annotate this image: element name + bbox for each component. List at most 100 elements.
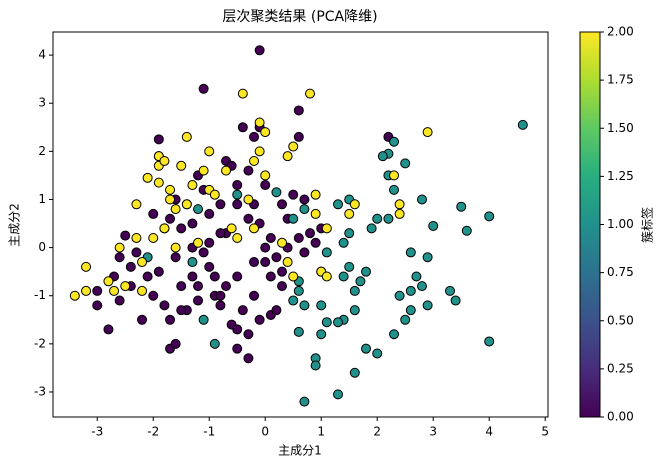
point (338, 237, 349, 248)
point (221, 281, 232, 292)
point (198, 247, 209, 258)
point (215, 290, 226, 301)
point (405, 285, 416, 296)
point (204, 261, 215, 272)
point (293, 105, 304, 116)
point (142, 271, 153, 282)
point (92, 285, 103, 296)
x-tick-label: -3 (91, 425, 103, 439)
point (277, 281, 288, 292)
point (232, 180, 243, 191)
point (215, 199, 226, 210)
point (394, 208, 405, 219)
point (484, 211, 495, 222)
colorbar (580, 32, 600, 417)
point (215, 300, 226, 311)
point (333, 389, 344, 400)
point (120, 281, 131, 292)
point (226, 223, 237, 234)
point (137, 257, 148, 268)
point (204, 208, 215, 219)
point (321, 223, 332, 234)
point (344, 261, 355, 272)
point (243, 213, 254, 224)
point (131, 247, 142, 258)
point (209, 271, 220, 282)
point (148, 208, 159, 219)
x-tick-label: 4 (485, 425, 493, 439)
point (170, 204, 181, 215)
point (372, 213, 383, 224)
point (282, 257, 293, 268)
point (461, 225, 472, 236)
point (243, 329, 254, 340)
colorbar-tick-label: 1.50 (607, 121, 634, 135)
point (394, 290, 405, 301)
point (176, 305, 187, 316)
point (299, 300, 310, 311)
point (249, 131, 260, 142)
point (254, 146, 265, 157)
point (422, 127, 433, 138)
point (193, 237, 204, 248)
point (187, 180, 198, 191)
point (165, 184, 176, 195)
point (153, 266, 164, 277)
point (394, 199, 405, 210)
point (288, 295, 299, 306)
point (260, 257, 271, 268)
point (277, 237, 288, 248)
point (176, 223, 187, 234)
point (137, 314, 148, 325)
point (389, 329, 400, 340)
point (366, 223, 377, 234)
point (232, 271, 243, 282)
point (159, 155, 170, 166)
point (260, 127, 271, 138)
y-tick-label: 0 (38, 240, 46, 254)
point (232, 232, 243, 243)
point (198, 165, 209, 176)
point (153, 177, 164, 188)
point (125, 261, 136, 272)
colorbar-tick-label: 2.00 (607, 25, 634, 39)
point (316, 300, 327, 311)
point (344, 208, 355, 219)
point (120, 230, 131, 241)
point (271, 252, 282, 263)
point (316, 329, 327, 340)
point (293, 232, 304, 243)
point (131, 199, 142, 210)
point (243, 165, 254, 176)
point (249, 257, 260, 268)
point (260, 242, 271, 253)
y-tick-label: 4 (38, 48, 46, 62)
x-tick-label: 0 (261, 425, 269, 439)
x-tick-label: 1 (317, 425, 325, 439)
point (310, 237, 321, 248)
point (333, 199, 344, 210)
point (237, 305, 248, 316)
point (405, 305, 416, 316)
point (271, 305, 282, 316)
point (260, 180, 271, 191)
point (254, 117, 265, 128)
point (165, 213, 176, 224)
point (237, 88, 248, 99)
point (159, 223, 170, 234)
colorbar-tick-label: 1.75 (607, 73, 634, 87)
point (153, 134, 164, 145)
point (349, 285, 360, 296)
point (288, 271, 299, 282)
point (277, 199, 288, 210)
point (305, 88, 316, 99)
point (389, 136, 400, 147)
point (159, 300, 170, 311)
x-tick-label: -2 (147, 425, 159, 439)
point (321, 247, 332, 258)
point (428, 220, 439, 231)
point (417, 281, 428, 292)
y-tick-label: -2 (34, 336, 46, 350)
point (187, 218, 198, 229)
